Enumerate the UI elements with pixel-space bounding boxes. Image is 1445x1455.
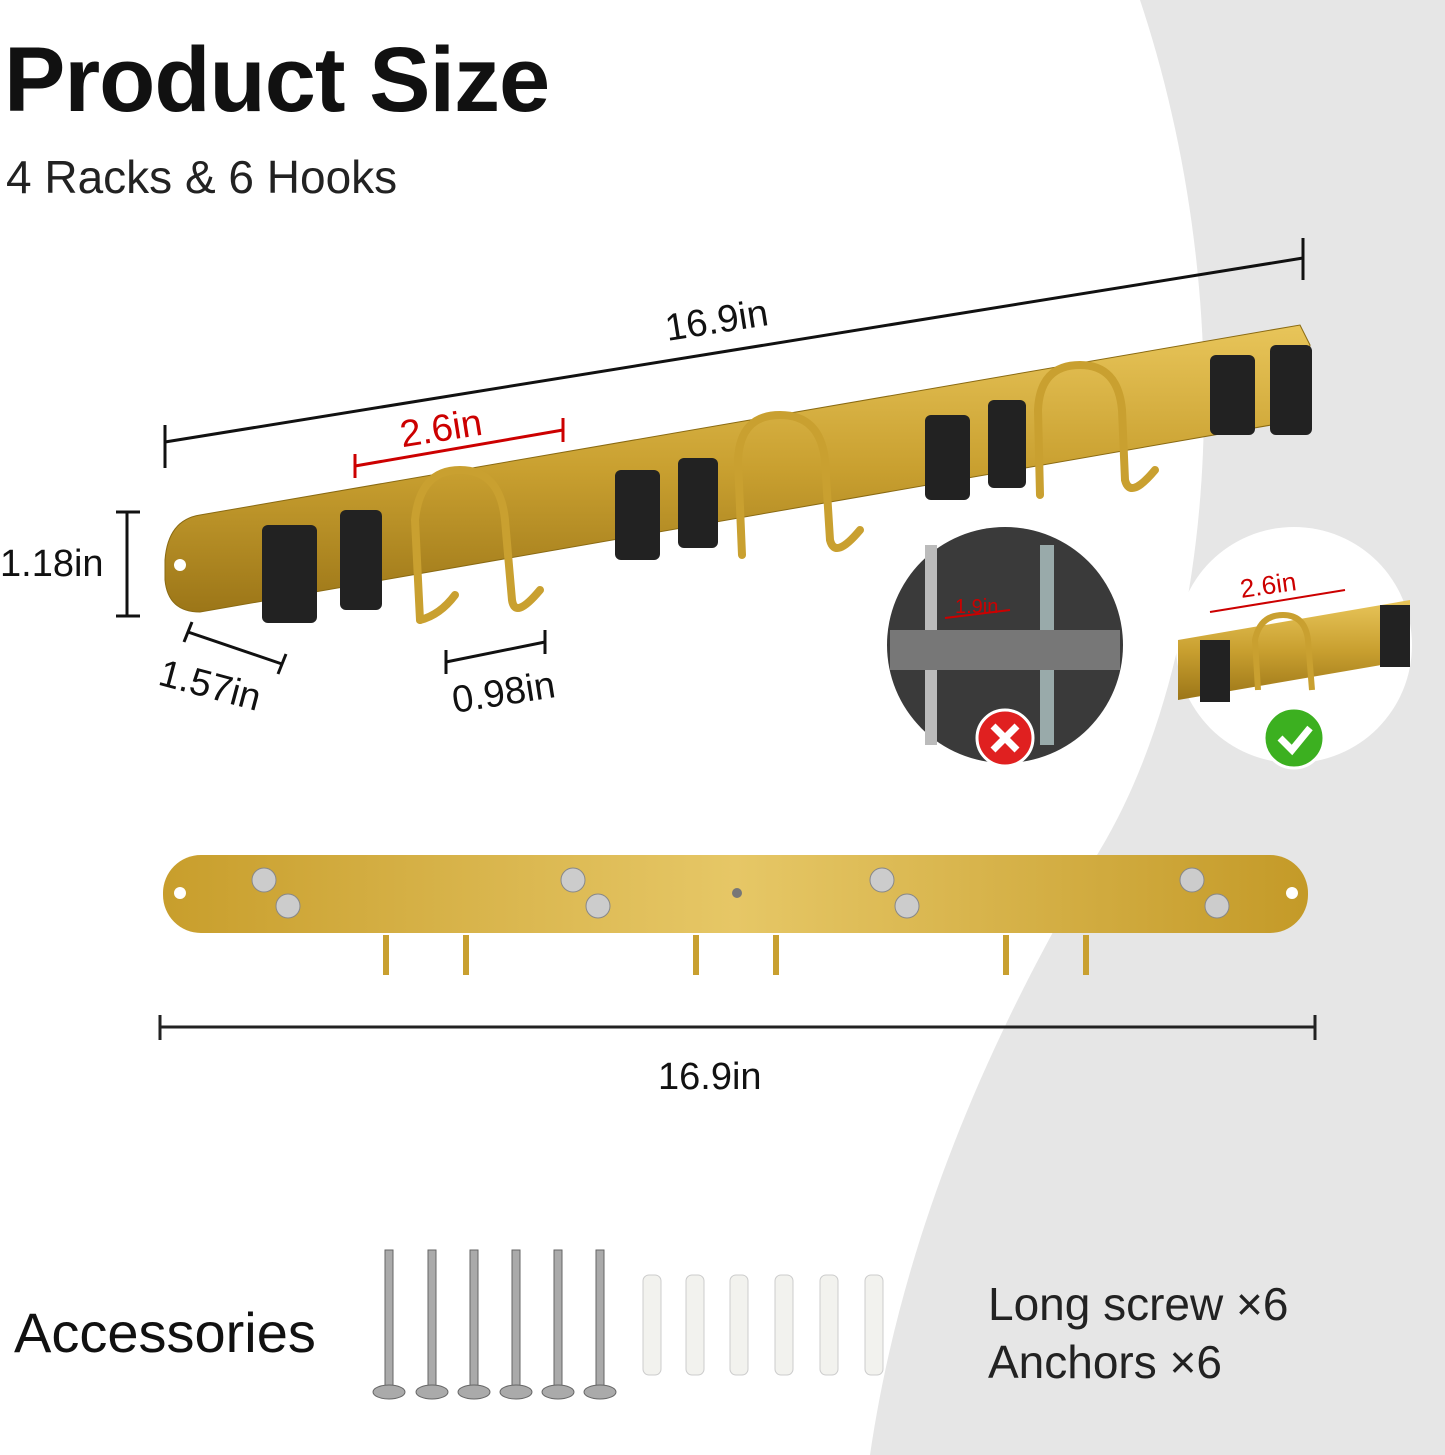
height-label: 1.18in [0, 543, 104, 585]
accessory-item-screws: Long screw ×6 [988, 1278, 1289, 1330]
anchors [642, 1274, 884, 1376]
screws [372, 1249, 617, 1400]
page-title: Product Size [4, 29, 550, 131]
rack-top-view [163, 855, 1308, 975]
accessories-label: Accessories [14, 1301, 316, 1364]
red-x-icon [975, 708, 1035, 768]
height-dimension-line [116, 510, 140, 618]
bad-spacing-label: 1.9in [955, 596, 999, 618]
page-subtitle: 4 Racks & 6 Hooks [6, 151, 398, 203]
bottom-length-label: 16.9in [658, 1056, 762, 1098]
green-check-icon [1262, 706, 1326, 770]
rack-front-view [164, 324, 1312, 624]
accessory-item-anchors: Anchors ×6 [988, 1336, 1222, 1388]
depth-dimension-line [182, 621, 288, 675]
good-spacing-circle [1176, 527, 1412, 770]
rack-spacing-dimension-line [353, 418, 565, 478]
bad-spacing-circle [887, 527, 1123, 768]
hook-spacing-dimension-line [444, 630, 547, 674]
bottom-length-dimension-line [158, 1015, 1317, 1040]
accessories-list: Long screw ×6 Anchors ×6 [988, 1275, 1288, 1391]
top-length-dimension-line [163, 238, 1305, 468]
